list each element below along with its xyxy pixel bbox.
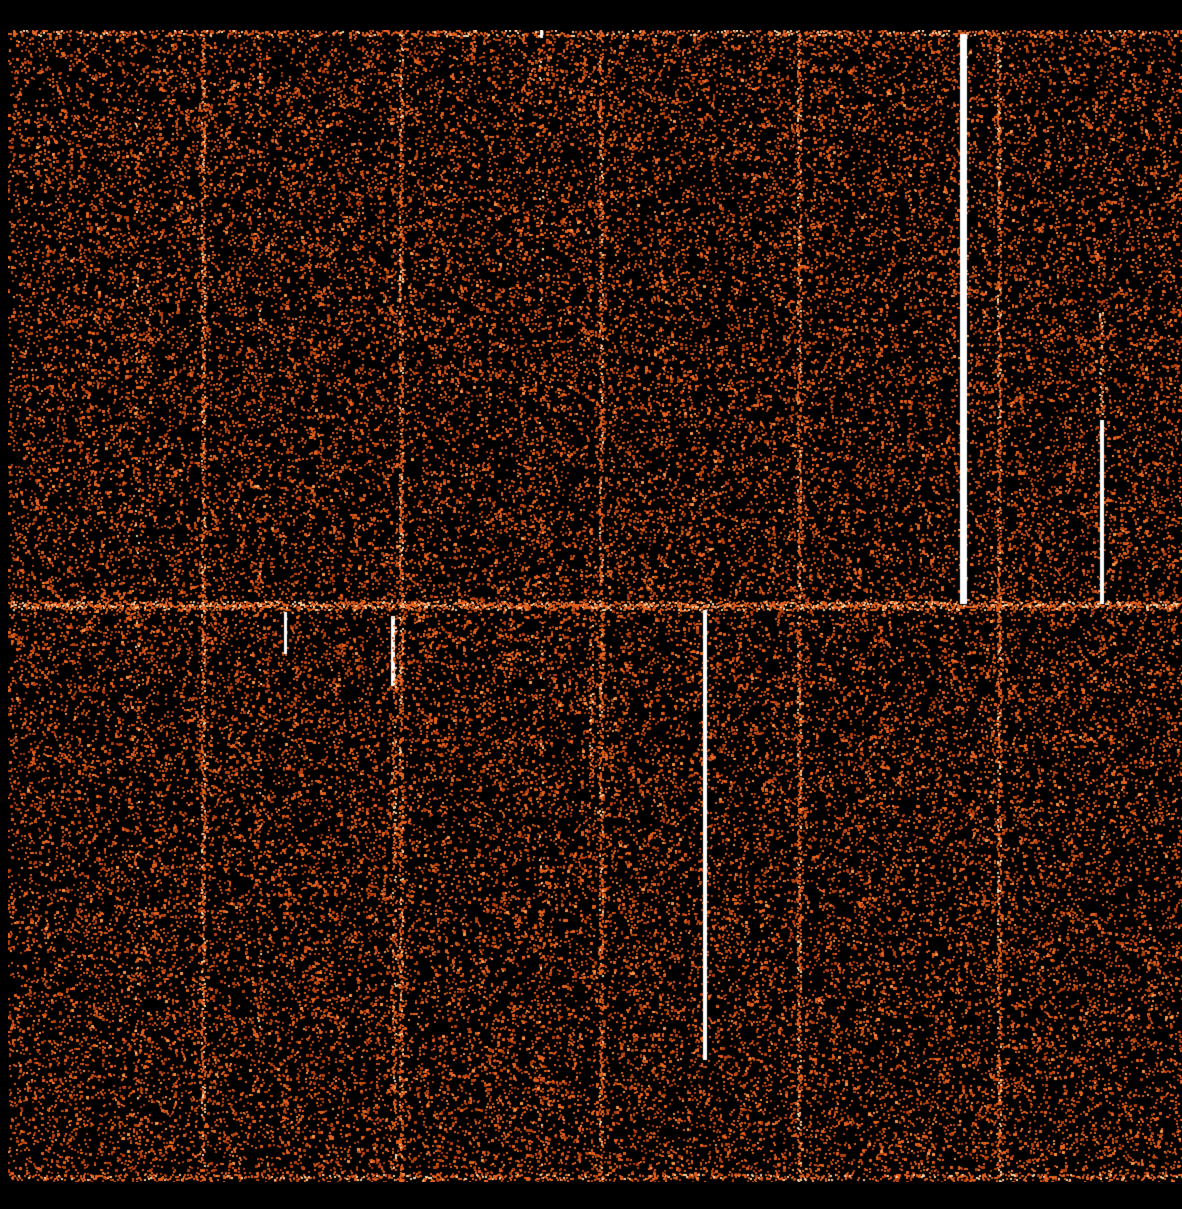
ccd-mosaic-image	[8, 30, 1182, 1182]
ccd-noise-canvas	[8, 30, 1182, 1182]
